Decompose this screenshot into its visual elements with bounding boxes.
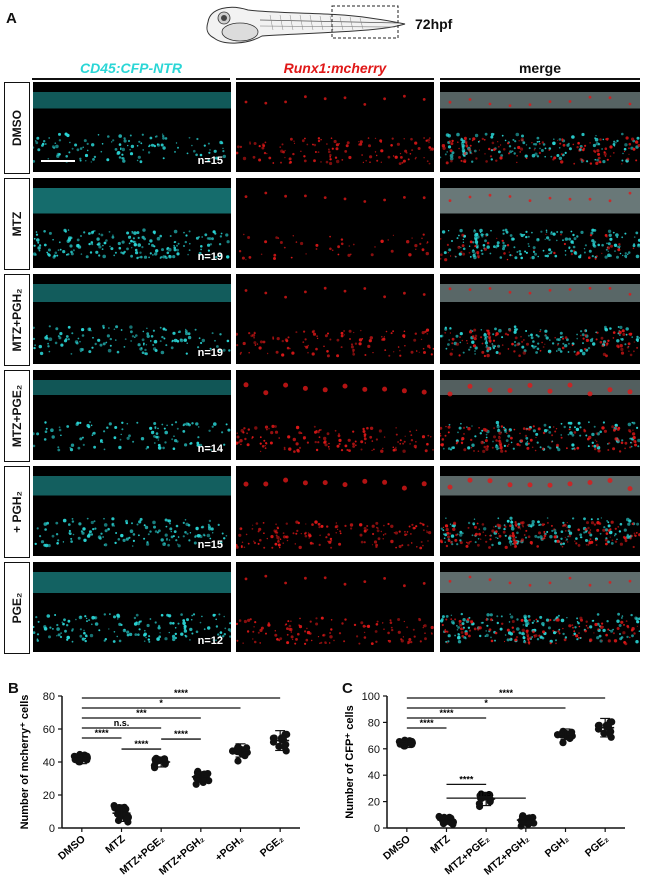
micrograph-r4-c0: n=15: [33, 466, 231, 556]
column-rule-runx1: [236, 78, 434, 80]
micrograph-r5-c1: [236, 562, 434, 652]
column-rule-merge: [440, 78, 640, 80]
y-tick-label: 20: [368, 797, 380, 809]
data-point: [279, 735, 287, 743]
row-label-text: PGE₂: [10, 592, 24, 624]
column-header-merge: merge: [518, 60, 562, 76]
panel-b-letter: B: [8, 680, 19, 697]
row-label-text: DMSO: [10, 110, 24, 146]
x-tick-label: PGE₂: [583, 833, 612, 860]
significance-label: *: [484, 698, 488, 708]
y-tick-label: 80: [43, 691, 55, 703]
data-point: [476, 802, 484, 811]
zebrafish-larva-illustration: [206, 5, 406, 44]
y-axis-label: Number of CFP⁺ cells: [344, 705, 356, 818]
x-tick-label: MTZ: [428, 833, 453, 856]
significance-label: n.s.: [114, 718, 130, 728]
data-point: [234, 757, 242, 765]
x-tick-label: MTZ: [103, 833, 128, 856]
micrograph-r0-c0: n=15: [33, 82, 231, 172]
y-tick-label: 60: [368, 744, 380, 756]
data-point: [151, 764, 159, 772]
significance-label: ****: [174, 688, 189, 698]
chart-mcherry-cells: 0 20 40 60 80 Number of mcherry⁺ cells DMSO MTZ…: [19, 688, 300, 878]
micrograph-r1-c2: [440, 178, 640, 268]
row-label-0: DMSO: [4, 82, 30, 174]
scale-bar: [41, 160, 75, 162]
column-rule-cd45: [32, 78, 230, 80]
micrograph-r0-c2: [440, 82, 640, 172]
row-label-5: PGE₂: [4, 562, 30, 654]
data-point: [280, 743, 288, 751]
micrograph-r2-c0: n=19: [33, 274, 231, 364]
significance-label: ****: [499, 688, 514, 698]
y-tick-label: 20: [43, 790, 55, 802]
significance-label: ****: [134, 739, 149, 749]
x-tick-label: PGE₂: [258, 833, 287, 860]
data-point: [604, 722, 612, 730]
row-label-3: MTZ+PGE₂: [4, 370, 30, 462]
x-tick-label: DMSO: [56, 833, 88, 862]
y-tick-label: 40: [43, 757, 55, 769]
y-tick-label: 60: [43, 724, 55, 736]
data-point: [486, 791, 494, 799]
data-point: [605, 729, 613, 737]
y-tick-label: 40: [368, 770, 380, 782]
micrograph-r0-c1: [236, 82, 434, 172]
micrograph-r3-c0: n=14: [33, 370, 231, 460]
significance-label: ****: [420, 718, 435, 728]
x-tick-label: DMSO: [381, 833, 413, 862]
column-header-cd45: CD45:CFP-NTR: [80, 60, 182, 76]
significance-label: ****: [459, 774, 474, 784]
y-axis-label: Number of mcherry⁺ cells: [19, 695, 31, 830]
y-tick-label: 0: [49, 823, 55, 835]
significance-label: *: [159, 698, 163, 708]
row-label-4: + PGH₂: [4, 466, 30, 558]
stage-label: 72hpf: [415, 16, 453, 32]
significance-label: ****: [174, 729, 189, 739]
data-point: [559, 739, 567, 747]
sample-size-label: n=14: [197, 443, 223, 455]
x-tick-label: +PGH₂: [213, 833, 247, 864]
data-point: [73, 753, 81, 761]
row-label-1: MTZ: [4, 178, 30, 270]
micrograph-r4-c1: [236, 466, 434, 556]
sample-size-label: n=19: [197, 251, 223, 263]
row-label-text: + PGH₂: [10, 491, 24, 533]
micrograph-r3-c2: [440, 370, 640, 460]
sample-size-label: n=15: [197, 539, 223, 551]
micrograph-r5-c2: [440, 562, 640, 652]
data-point: [205, 777, 213, 785]
significance-label: n.s.: [478, 788, 494, 798]
micrograph-r1-c1: [236, 178, 434, 268]
row-label-text: MTZ+PGH₂: [10, 288, 24, 352]
data-point: [447, 819, 455, 827]
panel-a-letter: A: [6, 10, 17, 27]
micrograph-r2-c1: [236, 274, 434, 364]
data-point: [530, 819, 538, 827]
significance-label: ****: [95, 728, 110, 738]
micrograph-r3-c1: [236, 370, 434, 460]
row-label-text: MTZ+PGE₂: [10, 384, 24, 448]
significance-label: ****: [439, 708, 454, 718]
y-tick-label: 100: [362, 691, 380, 703]
sample-size-label: n=19: [197, 347, 223, 359]
panel-c-letter: C: [342, 680, 353, 697]
sample-size-label: n=15: [197, 155, 223, 167]
significance-label: ***: [136, 708, 147, 718]
y-tick-label: 0: [374, 823, 380, 835]
micrograph-r1-c0: n=19: [33, 178, 231, 268]
micrograph-r2-c2: [440, 274, 640, 364]
micrograph-r4-c2: [440, 466, 640, 556]
x-tick-label: PGH₂: [543, 833, 572, 860]
y-tick-label: 80: [368, 717, 380, 729]
micrograph-r5-c0: n=12: [33, 562, 231, 652]
column-header-runx1: Runx1:mcherry: [283, 60, 387, 76]
data-point: [192, 780, 200, 788]
row-label-text: MTZ: [10, 211, 24, 237]
sample-size-label: n=12: [197, 635, 223, 647]
row-label-2: MTZ+PGH₂: [4, 274, 30, 366]
